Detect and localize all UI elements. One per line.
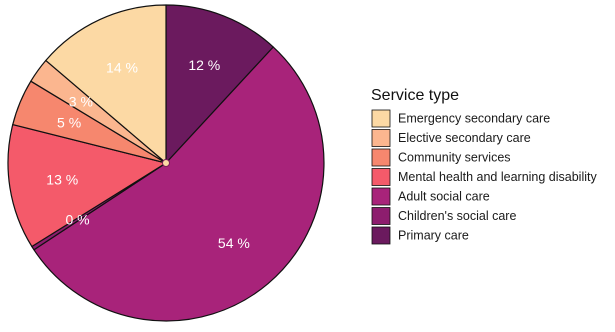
legend-swatch-elective-secondary-care [371,129,391,147]
legend-swatch-adult-social-care [371,187,391,206]
legend-swatch-community-services [371,148,391,167]
pie-slice-adult-social-care [33,46,325,322]
pie-label-primary-care: 12 % [188,57,220,73]
pie-label-emergency-secondary-care: 14 % [106,60,138,76]
pie-label-community-services: 5 % [57,115,81,131]
pie-label-mental-health-and-learning-disability: 13 % [46,171,78,187]
legend-items: Emergency secondary care Elective seconda… [371,109,597,245]
pie-percent-labels: 12 % 54 % 0 % 13 % 5 % 3 % 14 % [46,57,250,251]
pie-label-children-s-social-care: 0 % [65,212,89,228]
legend-label-emergency-secondary-care: Emergency secondary care [398,112,550,126]
legend-label-children-s-social-care: Children's social care [398,209,516,223]
legend-swatch-primary-care [371,226,391,245]
pie-label-adult-social-care: 54 % [218,235,250,251]
pie-slices [7,4,325,322]
legend-title: Service type [371,87,459,104]
pie-center-dot [162,159,170,167]
pie-slice-mental-health-and-learning-disability [7,123,167,248]
legend-swatch-emergency-secondary-care [371,109,391,128]
legend-label-mental-health-and-learning-disability: Mental health and learning disability [398,170,597,184]
legend-label-adult-social-care: Adult social care [398,190,490,204]
legend-label-community-services: Community services [398,151,511,165]
legend-label-primary-care: Primary care [398,229,469,243]
legend: Service type Emergency secondary care Ele… [371,87,597,245]
pie-slice-primary-care [165,4,274,164]
legend-label-elective-secondary-care: Elective secondary care [398,131,531,145]
legend-swatch-mental-health-and-learning-disability [371,168,391,186]
legend-swatch-children-s-social-care [371,207,391,225]
pie-label-elective-secondary-care: 3 % [69,94,93,110]
pie-slice-emergency-secondary-care [45,4,167,164]
